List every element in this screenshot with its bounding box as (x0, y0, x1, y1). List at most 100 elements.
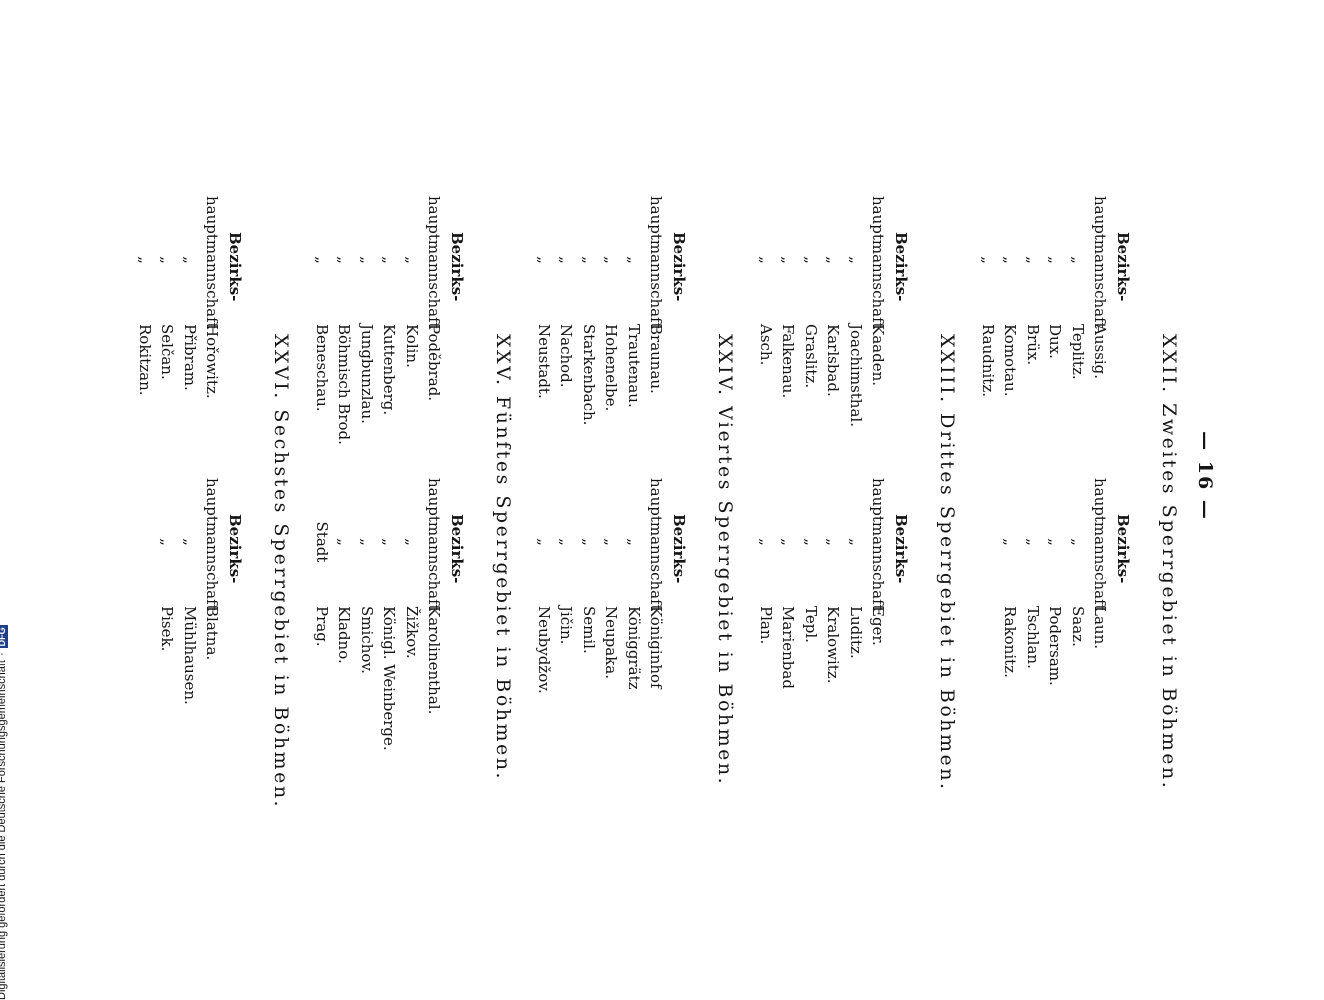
district-name: Eger. (869, 606, 888, 646)
bezirks-heading: Bezirks- (226, 232, 244, 302)
ditto-mark: „ (1069, 256, 1087, 264)
ditto-mark: „ (1069, 538, 1087, 546)
bezirks-heading: Bezirks- (1114, 514, 1132, 584)
district-row: „ Hohenelbe. (600, 196, 623, 456)
district-row: „ Rakonitz. (999, 478, 1022, 738)
district-row: „ Smichov. (356, 478, 379, 738)
hauptmannschaft-label: hauptmannschaft (647, 196, 666, 329)
ditto-mark: „ (136, 256, 154, 264)
district-row: „ Asch. (755, 196, 778, 456)
bezirks-heading: Bezirks- (226, 514, 244, 584)
ditto-mark: „ (824, 256, 843, 264)
district-row: hauptmannschaft Blatna. (201, 478, 224, 738)
ditto-mark: „ (403, 538, 421, 546)
district-row: „ Jičin. (555, 478, 578, 738)
district-name: Plan. (757, 606, 775, 645)
ditto-mark: „ (181, 538, 199, 546)
district-row: hauptmannschaft Karolinenthal. (423, 478, 446, 738)
district-name: Königinhof (647, 606, 666, 689)
district-row: „ Rokitzan. (134, 196, 157, 456)
district-row: hauptmannschaft Eger. (867, 478, 890, 738)
ditto-mark: „ (557, 256, 576, 264)
district-name: Blatna. (203, 606, 222, 661)
district-name: Brüx. (1024, 324, 1042, 366)
district-row: „ Podersam. (1044, 478, 1067, 738)
district-row: „ Luditz. (845, 478, 868, 738)
district-row: „ Neupaka. (600, 478, 623, 738)
district-row: „ Dux. (1044, 196, 1067, 456)
district-name: Tepl. (802, 606, 820, 643)
ditto-mark: „ (358, 256, 376, 264)
district-name: Podersam. (1046, 606, 1065, 686)
ditto-mark: „ (625, 256, 643, 264)
section-22: XXII. Zweites Sperrgebiet in Böhmen. Bezi… (979, 196, 1182, 790)
ditto-mark: „ (824, 538, 843, 546)
district-name: Přibram. (181, 324, 199, 391)
section-title: XXV. Fünftes Sperrgebiet in Böhmen. (492, 334, 514, 782)
district-name: Saaz. (1069, 606, 1087, 647)
district-row: hauptmannschaft Braunau. (645, 196, 668, 456)
district-row: hauptmannschaft Laun. (1089, 478, 1112, 738)
district-row: „ Žižkov. (401, 478, 424, 738)
district-row: „ Falkenau. (777, 196, 800, 456)
district-name: Beneschau. (313, 324, 331, 412)
district-row: „ Tschlan. (1022, 478, 1045, 738)
dfg-logo: DFG (0, 625, 8, 649)
ditto-mark: „ (380, 256, 399, 264)
bezirks-heading: Bezirks- (670, 514, 688, 584)
district-name: Neustadt. (535, 324, 553, 399)
section-title: XXIV. Viertes Sperrgebiet in Böhmen. (714, 334, 736, 787)
district-name: Asch. (757, 324, 775, 366)
district-column-left: Bezirks-hauptmannschaft Hořowitz. „ Přibram… (134, 196, 247, 456)
ditto-mark: „ (602, 256, 621, 264)
district-column-right: Bezirks-hauptmannschaft Eger. „ Luditz. „ Kra… (755, 478, 913, 738)
district-column-left: Bezirks-hauptmannschaft Braunau. „ Trautena… (533, 196, 691, 456)
district-name: Graslitz. (802, 324, 820, 389)
ditto-mark: „ (557, 538, 576, 546)
district-name: Nachod. (557, 324, 576, 388)
district-name: Mühlhausen. (181, 606, 199, 705)
bezirks-heading: Bezirks- (892, 232, 910, 302)
ditto-mark: „ (158, 538, 177, 546)
district-name: Tschlan. (1024, 606, 1042, 669)
bezirks-heading: Bezirks- (670, 232, 688, 302)
district-name: Falkenau. (779, 324, 798, 399)
page-number: — 16 — (1194, 431, 1216, 521)
ditto-mark: „ (181, 256, 199, 264)
district-row: „ Königgrätz (623, 478, 646, 738)
ditto-mark: „ (1024, 256, 1042, 264)
district-row: „ Kralowitz. (822, 478, 845, 738)
district-row: „ Neubydžov. (533, 478, 556, 738)
section-23: XXIII. Drittes Sperrgebiet in Böhmen. Bez… (757, 196, 960, 792)
district-row: „ Trautenau. (623, 196, 646, 456)
district-row: „ Selčan. (156, 196, 179, 456)
section-title: XXVI. Sechstes Sperrgebiet in Böhmen. (270, 334, 292, 810)
hauptmannschaft-label: hauptmannschaft (647, 478, 666, 611)
district-name: Böhmisch Brod. (335, 324, 354, 445)
ditto-mark: „ (1024, 538, 1042, 546)
ditto-mark: „ (535, 538, 553, 546)
district-name: Kaaden. (869, 324, 888, 386)
ditto-mark: „ (335, 256, 354, 264)
district-name: Kladno. (335, 606, 354, 664)
hauptmannschaft-label: hauptmannschaft (203, 196, 222, 329)
ditto-mark: „ (802, 256, 820, 264)
district-name: Smichov. (358, 606, 376, 674)
ditto-mark: „ (313, 256, 331, 264)
district-row: hauptmannschaft Kaaden. (867, 196, 890, 456)
district-row: „ Kladno. (333, 478, 356, 738)
district-name: Marienbad (779, 606, 798, 689)
ditto-mark: „ (403, 256, 421, 264)
district-name: Trautenau. (625, 324, 643, 408)
district-row: „ Marienbad (777, 478, 800, 738)
district-row: „ Mühlhausen. (179, 478, 202, 738)
district-name: Hořowitz. (203, 324, 222, 399)
ditto-mark: „ (1001, 538, 1020, 546)
section-26: XXVI. Sechstes Sperrgebiet in Böhmen. Bez… (136, 196, 294, 810)
district-row: „ Nachod. (555, 196, 578, 456)
ditto-mark: „ (757, 538, 775, 546)
district-row: Stadt Prag. (311, 478, 334, 738)
hauptmannschaft-label: hauptmannschaft (869, 196, 888, 329)
hauptmannschaft-label: hauptmannschaft (1091, 196, 1110, 329)
district-row: „ Komotau. (999, 196, 1022, 456)
